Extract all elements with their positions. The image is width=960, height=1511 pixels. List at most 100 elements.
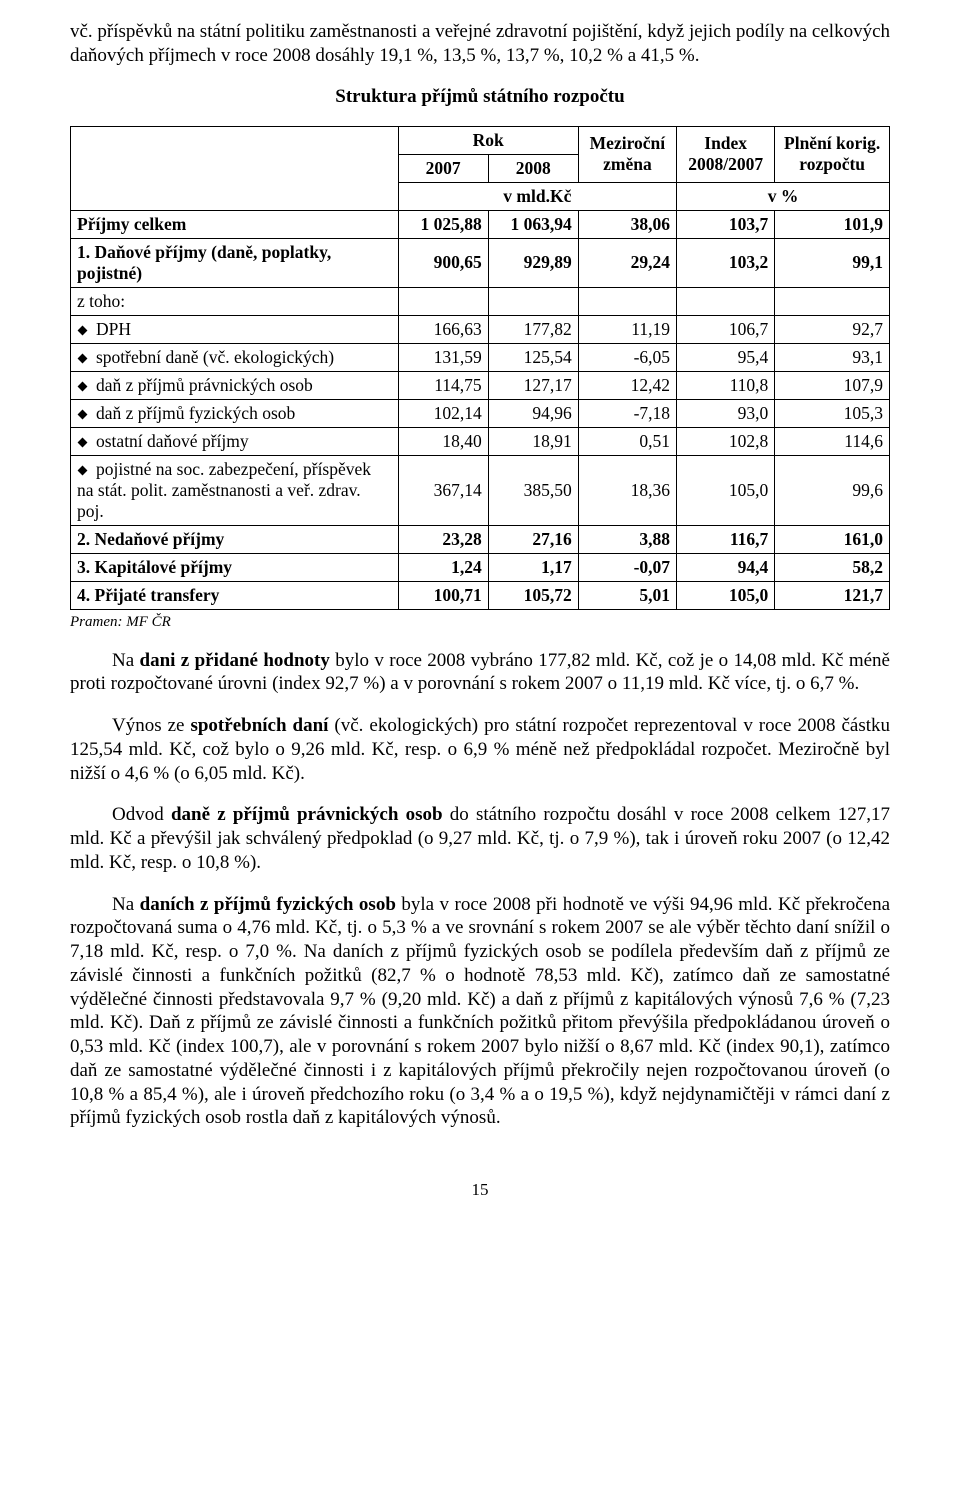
table-row: Příjmy celkem1 025,881 063,9438,06103,71… [71, 210, 890, 238]
emph-dph: dani z přidané hodnoty [140, 650, 330, 671]
cell-value: 103,7 [677, 210, 775, 238]
row-label-text: 4. Přijaté transfery [77, 585, 219, 605]
row-label: daň z příjmů fyzických osob [71, 399, 399, 427]
row-label: daň z příjmů právnických osob [71, 371, 399, 399]
cell-value [488, 287, 578, 315]
table-source: Pramen: MF ČR [70, 614, 890, 631]
table-row: 2. Nedaňové příjmy23,2827,163,88116,7161… [71, 525, 890, 553]
row-label: 3. Kapitálové příjmy [71, 553, 399, 581]
cell-value: 58,2 [775, 553, 890, 581]
text-run: byla v roce 2008 při hodnotě ve výši 94,… [70, 894, 890, 1129]
row-label-text: 2. Nedaňové příjmy [77, 529, 224, 549]
row-label: spotřební daně (vč. ekologických) [71, 343, 399, 371]
cell-value: 114,75 [398, 371, 488, 399]
row-label: 4. Přijaté transfery [71, 581, 399, 609]
cell-value: 106,7 [677, 315, 775, 343]
cell-value: 107,9 [775, 371, 890, 399]
col-2008-header: 2008 [488, 154, 578, 182]
cell-value: 125,54 [488, 343, 578, 371]
bullet-diamond-icon [78, 381, 88, 391]
cell-value: 103,2 [677, 238, 775, 287]
table-row: 4. Přijaté transfery100,71105,725,01105,… [71, 581, 890, 609]
cell-value: 29,24 [578, 238, 676, 287]
cell-value: 23,28 [398, 525, 488, 553]
cell-value [775, 287, 890, 315]
cell-value: 99,6 [775, 455, 890, 525]
cell-value: 102,14 [398, 399, 488, 427]
cell-value [578, 287, 676, 315]
cell-value: 1 025,88 [398, 210, 488, 238]
cell-value [677, 287, 775, 315]
col-2007-header: 2007 [398, 154, 488, 182]
cell-value: 18,36 [578, 455, 676, 525]
col-fulfil-header: Plnění korig. rozpočtu [775, 126, 890, 182]
cell-value: 102,8 [677, 427, 775, 455]
cell-value: -6,05 [578, 343, 676, 371]
table-head: Rok Meziroční změna Index 2008/2007 Plně… [71, 126, 890, 210]
paragraph-fyzicke: Na daních z příjmů fyzických osob byla v… [70, 893, 890, 1131]
row-label-text: 3. Kapitálové příjmy [77, 557, 232, 577]
unit-pct-header: v % [677, 182, 890, 210]
cell-value: 166,63 [398, 315, 488, 343]
table-row: 3. Kapitálové příjmy1,241,17-0,0794,458,… [71, 553, 890, 581]
cell-value: 101,9 [775, 210, 890, 238]
cell-value: 93,1 [775, 343, 890, 371]
cell-value: 11,19 [578, 315, 676, 343]
page-container: vč. příspěvků na státní politiku zaměstn… [0, 0, 960, 1240]
row-label-text: ostatní daňové příjmy [96, 431, 249, 451]
text-run: Na [112, 650, 140, 671]
cell-value: 105,0 [677, 455, 775, 525]
bullet-diamond-icon [78, 353, 88, 363]
table-row: 1. Daňové příjmy (daně, poplatky, pojist… [71, 238, 890, 287]
table-title: Struktura příjmů státního rozpočtu [70, 86, 890, 108]
emph-pravnicke: daně z příjmů právnických osob [171, 804, 443, 825]
cell-value: 110,8 [677, 371, 775, 399]
bullet-diamond-icon [78, 325, 88, 335]
unit-mldkc-header: v mld.Kč [398, 182, 676, 210]
cell-value: 385,50 [488, 455, 578, 525]
intro-paragraph: vč. příspěvků na státní politiku zaměstn… [70, 20, 890, 68]
cell-value: 900,65 [398, 238, 488, 287]
cell-value: 929,89 [488, 238, 578, 287]
cell-value: 27,16 [488, 525, 578, 553]
row-label: ostatní daňové příjmy [71, 427, 399, 455]
cell-value: 131,59 [398, 343, 488, 371]
text-run: Výnos ze [112, 715, 190, 736]
cell-value: 0,51 [578, 427, 676, 455]
cell-value: 1,24 [398, 553, 488, 581]
row-label: pojistné na soc. zabezpečení, příspěvek … [71, 455, 399, 525]
row-label-text: spotřební daně (vč. ekologických) [96, 347, 334, 367]
paragraph-dph: Na dani z přidané hodnoty bylo v roce 20… [70, 649, 890, 697]
cell-value: 105,72 [488, 581, 578, 609]
table-row: pojistné na soc. zabezpečení, příspěvek … [71, 455, 890, 525]
cell-value: 5,01 [578, 581, 676, 609]
text-run: Na [112, 894, 140, 915]
bullet-diamond-icon [78, 465, 88, 475]
col-label-header [71, 126, 399, 210]
col-index-header: Index 2008/2007 [677, 126, 775, 182]
cell-value: 1,17 [488, 553, 578, 581]
cell-value: -0,07 [578, 553, 676, 581]
row-label: z toho: [71, 287, 399, 315]
cell-value: 3,88 [578, 525, 676, 553]
row-label-text: z toho: [77, 291, 125, 311]
row-label-text: DPH [96, 319, 131, 339]
cell-value: 161,0 [775, 525, 890, 553]
paragraph-spotrebni: Výnos ze spotřebních daní (vč. ekologick… [70, 714, 890, 785]
cell-value: 367,14 [398, 455, 488, 525]
cell-value: 12,42 [578, 371, 676, 399]
cell-value: -7,18 [578, 399, 676, 427]
cell-value: 100,71 [398, 581, 488, 609]
table-row: daň z příjmů fyzických osob102,1494,96-7… [71, 399, 890, 427]
row-label: DPH [71, 315, 399, 343]
text-run: Odvod [112, 804, 171, 825]
row-label-text: daň z příjmů fyzických osob [96, 403, 295, 423]
bullet-diamond-icon [78, 437, 88, 447]
page-number: 15 [70, 1180, 890, 1200]
table-row: DPH166,63177,8211,19106,792,7 [71, 315, 890, 343]
table-body: Příjmy celkem1 025,881 063,9438,06103,71… [71, 210, 890, 609]
emph-fyzicke: daních z příjmů fyzických osob [140, 894, 396, 915]
paragraph-pravnicke: Odvod daně z příjmů právnických osob do … [70, 803, 890, 874]
table-row: z toho: [71, 287, 890, 315]
bullet-diamond-icon [78, 409, 88, 419]
